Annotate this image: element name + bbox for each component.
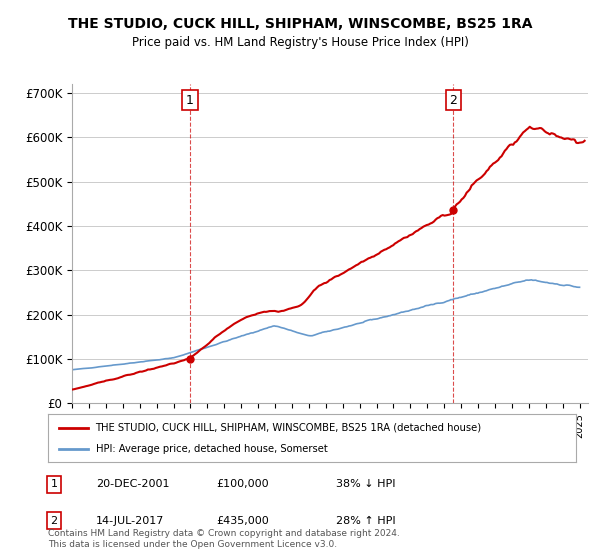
Text: 1: 1 (186, 94, 194, 106)
Text: 28% ↑ HPI: 28% ↑ HPI (336, 516, 395, 526)
Text: £100,000: £100,000 (216, 479, 269, 489)
Text: 2: 2 (449, 94, 457, 106)
Text: THE STUDIO, CUCK HILL, SHIPHAM, WINSCOMBE, BS25 1RA: THE STUDIO, CUCK HILL, SHIPHAM, WINSCOMB… (68, 17, 532, 31)
Text: Contains HM Land Registry data © Crown copyright and database right 2024.
This d: Contains HM Land Registry data © Crown c… (48, 529, 400, 549)
Text: 38% ↓ HPI: 38% ↓ HPI (336, 479, 395, 489)
Text: £435,000: £435,000 (216, 516, 269, 526)
Text: 2: 2 (50, 516, 58, 526)
Text: Price paid vs. HM Land Registry's House Price Index (HPI): Price paid vs. HM Land Registry's House … (131, 36, 469, 49)
Text: 14-JUL-2017: 14-JUL-2017 (96, 516, 164, 526)
Text: THE STUDIO, CUCK HILL, SHIPHAM, WINSCOMBE, BS25 1RA (detached house): THE STUDIO, CUCK HILL, SHIPHAM, WINSCOMB… (95, 423, 482, 433)
Text: 1: 1 (50, 479, 58, 489)
Text: 20-DEC-2001: 20-DEC-2001 (96, 479, 170, 489)
Text: HPI: Average price, detached house, Somerset: HPI: Average price, detached house, Some… (95, 444, 327, 454)
